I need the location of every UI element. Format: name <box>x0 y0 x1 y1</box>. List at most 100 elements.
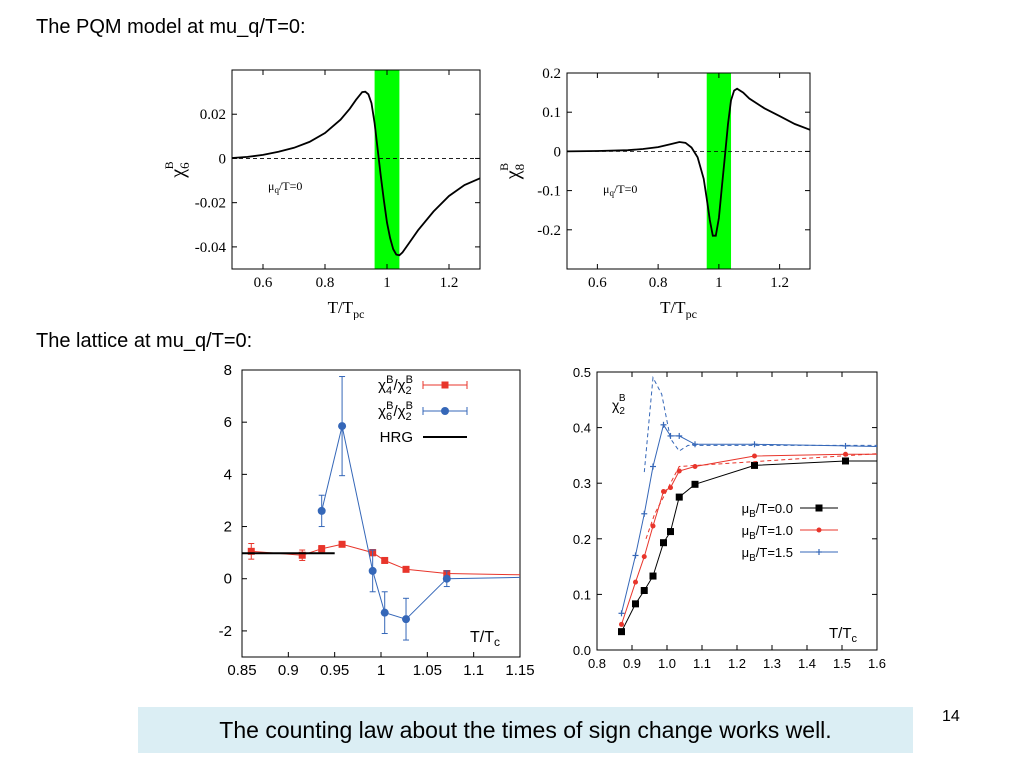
data-point <box>441 381 449 389</box>
data-point <box>667 528 674 536</box>
data-point <box>650 523 656 529</box>
data-point <box>618 628 625 636</box>
data-point <box>338 422 347 431</box>
data-point <box>441 407 449 415</box>
y-axis-label: χ8B <box>497 163 527 180</box>
x-tick-label: 1.6 <box>868 656 886 671</box>
y-tick-label: 0.0 <box>573 643 591 658</box>
data-point <box>633 579 638 585</box>
x-tick-label: 0.9 <box>278 662 299 679</box>
data-point <box>676 468 682 474</box>
data-point <box>816 527 822 533</box>
y-tick-label: 0 <box>554 144 562 160</box>
data-point <box>752 453 757 459</box>
data-point <box>632 600 639 608</box>
data-point <box>842 457 849 465</box>
plot-frame <box>231 69 481 270</box>
series-line <box>566 87 811 237</box>
x-tick-label: 1 <box>383 275 391 291</box>
x-tick-label: 1.05 <box>413 662 442 679</box>
y-tick-label: 0.2 <box>542 66 561 82</box>
heading-pqm: The PQM model at mu_q/T=0: <box>36 16 306 38</box>
y-tick-label: 2 <box>224 519 232 536</box>
series-line <box>231 90 481 257</box>
x-tick-label: 1.2 <box>770 275 789 291</box>
heading-lattice: The lattice at mu_q/T=0: <box>36 330 253 352</box>
data-point <box>661 489 666 495</box>
y-axis-label-text: χ6B <box>162 161 192 178</box>
y-tick-label: 0.1 <box>542 105 561 121</box>
x-tick-label: 1.3 <box>763 656 781 671</box>
y-axis-label: χ6B <box>162 161 192 178</box>
data-point <box>649 572 657 580</box>
x-tick-label: 0.9 <box>623 656 641 671</box>
page-number: 14 <box>942 708 960 725</box>
dashed-series-line <box>643 375 877 473</box>
transition-band <box>706 73 732 269</box>
y-tick-label: -0.02 <box>195 196 226 212</box>
x-tick-label: 0.95 <box>320 662 349 679</box>
data-point <box>641 554 647 560</box>
y-tick-label: -2 <box>219 623 232 640</box>
data-point <box>691 480 699 488</box>
data-point <box>402 615 411 624</box>
x-tick-label: 1.15 <box>505 662 534 679</box>
data-point <box>815 504 823 512</box>
x-tick-label: 1.1 <box>693 656 711 671</box>
y-tick-label: 0.5 <box>573 365 591 380</box>
x-tick-label: 1.1 <box>463 662 484 679</box>
footer-note: The counting law about the times of sign… <box>219 717 832 743</box>
chart-chi8: 0.6 0.8 1 1.2 0.2 0.1 0 -0.1 -0.2 T/Tpc χ8B μq/T=0 <box>497 66 811 320</box>
annotation-muq: μq/T=0 <box>603 182 637 198</box>
y-tick-label: 0.1 <box>573 587 591 602</box>
y-tick-label: 0 <box>219 151 227 167</box>
legend-label: χ4B/χ2B <box>378 374 413 397</box>
x-tick-label: 0.6 <box>588 275 607 291</box>
chart-chi6: 0.6 0.8 1 1.2 0.02 0 -0.02 -0.04 T/Tpc χ6B μq/T=0 <box>162 69 481 320</box>
dashed-series-line <box>645 453 878 539</box>
series-line <box>321 425 521 620</box>
data-point <box>402 565 410 573</box>
x-tick-label: 1 <box>377 662 385 679</box>
footer-box <box>138 707 913 753</box>
annotation-muq: μq/T=0 <box>268 179 302 195</box>
data-point <box>751 461 758 469</box>
annotation-chi2: χ2B <box>612 393 626 417</box>
data-point <box>368 566 377 575</box>
x-tick-label: 1.0 <box>658 656 676 671</box>
transition-band <box>374 70 400 269</box>
y-tick-label: 6 <box>224 414 232 431</box>
data-point <box>675 493 683 501</box>
data-point <box>692 464 698 470</box>
y-tick-label: 0.3 <box>573 476 591 491</box>
x-tick-label: 0.8 <box>649 275 668 291</box>
x-axis-label: T/Tc <box>829 625 858 645</box>
data-point <box>619 621 624 627</box>
x-tick-label: 1.4 <box>798 656 816 671</box>
data-point <box>380 608 389 617</box>
data-point <box>442 574 451 583</box>
series-line <box>621 460 877 632</box>
plot-frame <box>596 371 878 651</box>
y-tick-label: -0.04 <box>195 240 227 256</box>
y-tick-label: 0 <box>224 571 232 588</box>
x-tick-label: 0.85 <box>227 662 256 679</box>
chart-lattice-ratios: 0.85 0.9 0.95 1 1.05 1.1 1.15 8 6 4 2 0 -2 χ4B/χ2B χ6B… <box>219 362 535 679</box>
x-tick-label: 1.2 <box>440 275 459 291</box>
data-point <box>640 587 648 595</box>
data-point <box>298 551 306 559</box>
y-axis-label-text: χ8B <box>497 163 527 180</box>
x-axis-label: T/Tpc <box>660 298 697 320</box>
x-axis-label: T/Tc <box>470 629 500 649</box>
plot-frame <box>566 72 811 270</box>
y-tick-label: 4 <box>224 466 232 483</box>
data-point <box>338 540 346 548</box>
y-tick-label: 8 <box>224 362 232 379</box>
data-point <box>381 556 389 564</box>
x-tick-label: 1.5 <box>833 656 851 671</box>
data-point <box>317 506 326 515</box>
x-tick-label: 1.2 <box>728 656 746 671</box>
legend-label: HRG <box>380 429 413 446</box>
x-axis-label: T/Tpc <box>328 298 365 320</box>
y-tick-label: 0.4 <box>573 421 591 436</box>
